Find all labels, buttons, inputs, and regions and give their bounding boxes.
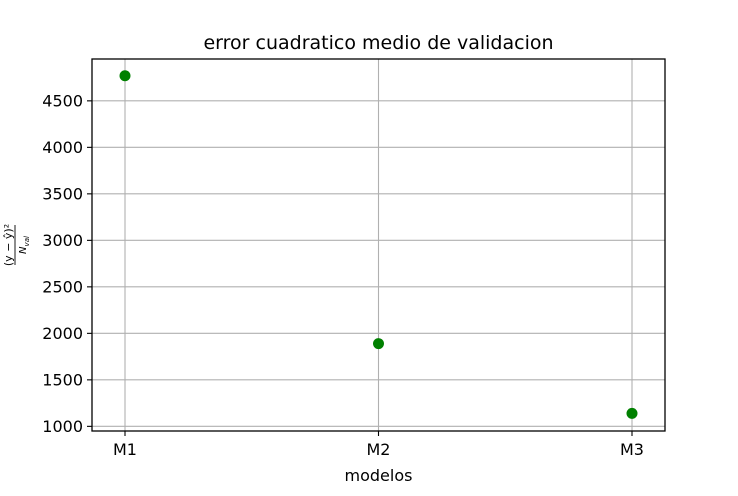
y-axis-label: (y − ŷ)² Nval [2,224,31,266]
y-tick-label: 2500 [42,277,83,296]
data-point-m1 [119,70,131,82]
data-point-m3 [626,407,638,419]
x-tick-label: M1 [113,440,137,459]
y-tick-label: 2000 [42,324,83,343]
x-tick-label: M3 [620,440,644,459]
y-tick-label: 3500 [42,184,83,203]
y-tick-label: 4000 [42,138,83,157]
y-axis-label-denominator-sub: val [23,236,31,246]
y-tick-label: 4500 [42,91,83,110]
y-axis-ticks: 1000 1500 2000 2500 3000 3500 4000 4500 [42,91,92,436]
y-tick-label: 1500 [42,370,83,389]
x-tick-label: M2 [367,440,391,459]
y-axis-label-denominator: N [18,246,29,254]
x-axis-ticks: M1 M2 M3 [113,431,644,459]
plot-frame [91,58,666,432]
chart-title: error cuadratico medio de validacion [203,32,553,54]
y-tick-label: 3000 [42,231,83,250]
data-point-m2 [373,338,384,350]
data-points [119,70,638,419]
y-axis-label-numerator: (y − ŷ)² [2,224,15,266]
svg-text:Nval: Nval [18,236,31,254]
x-axis-label: modelos [345,466,413,485]
y-tick-label: 1000 [42,417,83,436]
grid-layer [92,59,665,431]
